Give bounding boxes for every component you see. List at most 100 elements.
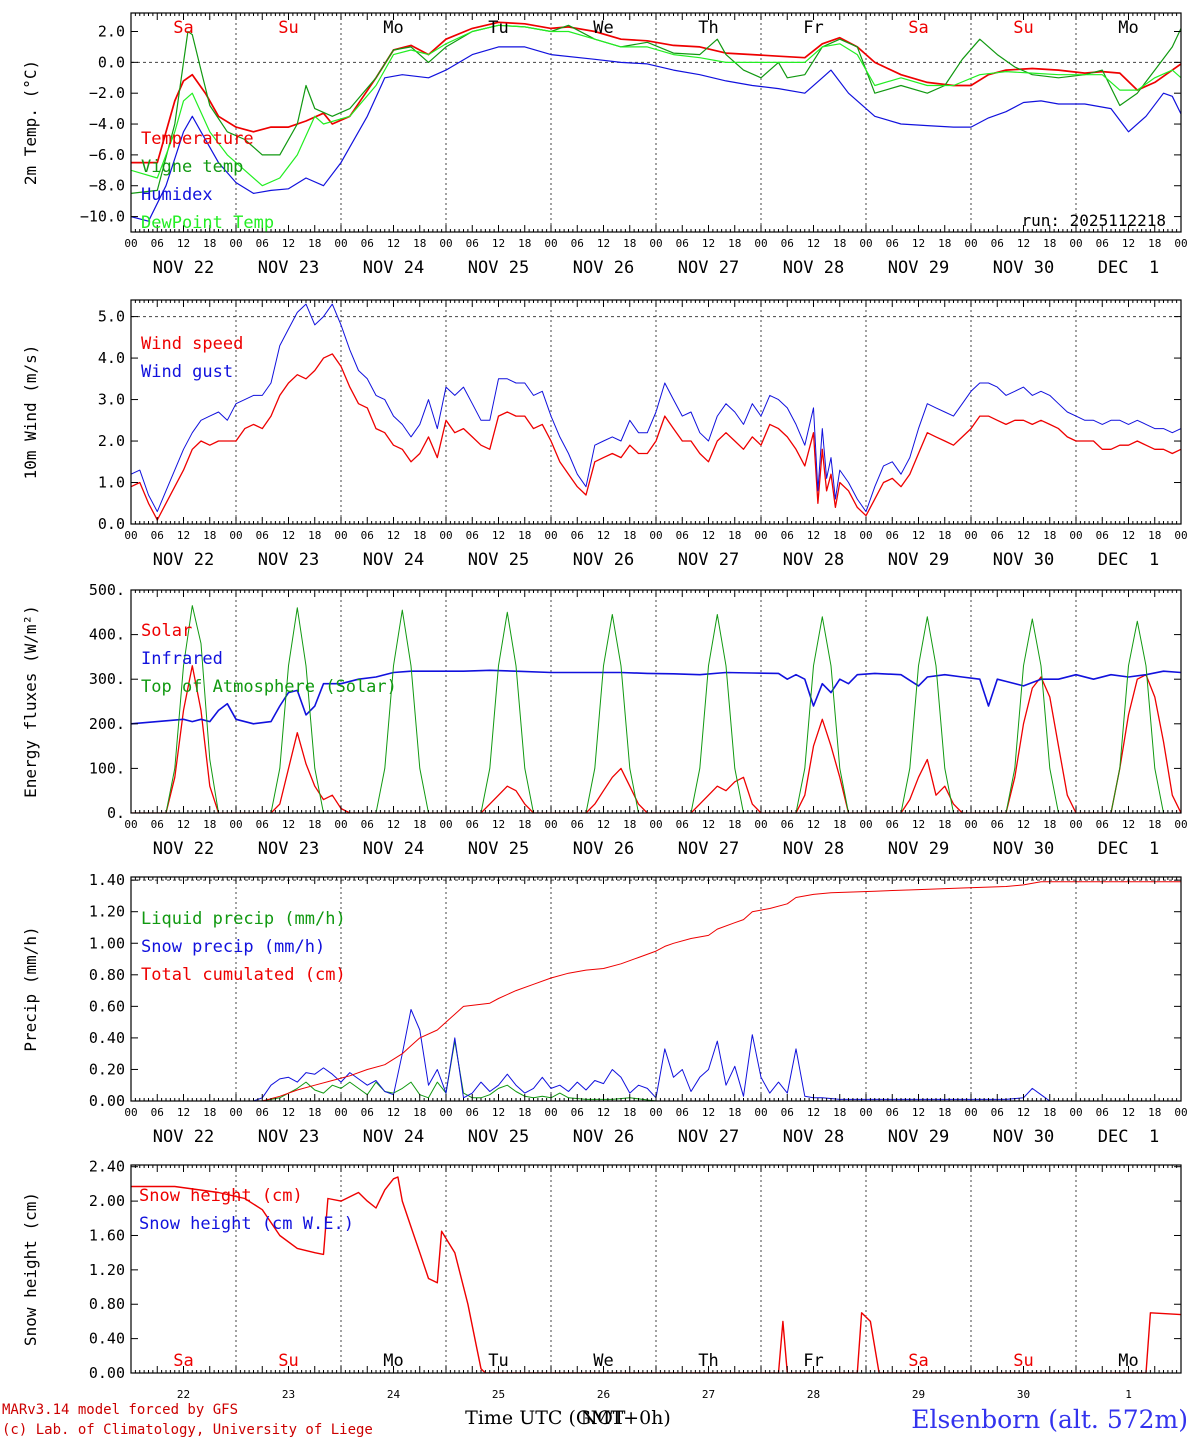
hour-tick-label: 18 [728,529,741,542]
hour-tick-label: 06 [781,237,794,250]
hour-tick-label: 06 [466,818,479,831]
hour-tick-label: 12 [597,1106,610,1119]
hour-tick-label: 18 [1043,237,1056,250]
date-label: NOV 27 [678,839,739,859]
legend-entry: Liquid precip (mm/h) [141,909,346,929]
hour-tick-label: 06 [781,1106,794,1119]
hour-tick-label: 18 [203,237,216,250]
y-tick-label: 1.00 [89,934,125,952]
hour-tick-label: 00 [649,818,662,831]
hour-tick-label: 18 [518,818,531,831]
date-label: NOV 30 [993,1127,1054,1147]
legend-entry: Snow height (cm W.E.) [139,1214,354,1234]
hour-tick-label: 00 [439,1106,452,1119]
hour-tick-label: 06 [676,529,689,542]
hour-tick-label: 18 [938,818,951,831]
legend-entry: Vigne temp [141,157,243,177]
date-label: NOV 22 [153,258,214,278]
hour-tick-label: 12 [282,1106,295,1119]
hour-tick-label: 12 [1017,237,1030,250]
y-tick-label: 200. [89,715,125,733]
date-label: NOV 26 [573,550,634,570]
date-label: NOV 29 [888,258,949,278]
hour-tick-label: 06 [886,1106,899,1119]
hour-tick-label: 18 [413,237,426,250]
weekday-label-top: We [593,18,613,38]
hour-tick-label: 00 [334,529,347,542]
hour-tick-label: 00 [229,529,242,542]
y-axis-title: Snow height (cm) [21,1192,40,1346]
run-label: run: 2025112218 [1022,211,1167,230]
y-axis-title: 2m Temp. (°C) [21,60,40,185]
hour-tick-label: 06 [151,529,164,542]
hour-tick-label: 18 [1148,1106,1161,1119]
date-label: NOV 28 [783,1127,844,1147]
hour-tick-label: 00 [859,1106,872,1119]
footer-lab-line: (c) Lab. of Climatology, University of L… [2,1422,373,1438]
series-line-4-0 [131,1176,1181,1373]
series-line-0-3 [131,24,1181,187]
date-label: NOV 27 [678,550,739,570]
hour-tick-label: 06 [1096,529,1109,542]
hour-tick-label: 18 [938,1106,951,1119]
date-label: NOV 23 [258,839,319,859]
station-label: Elsenborn (alt. 572m) [911,1405,1188,1434]
hour-tick-label: 12 [387,529,400,542]
y-tick-label: 1.20 [89,1261,125,1279]
hour-tick-label: 06 [361,1106,374,1119]
hour-tick-label: 06 [991,529,1004,542]
weekday-label-top: Sa [908,18,928,38]
series-line-2-2 [131,605,1181,813]
weekday-label-bottom: Mo [1118,1351,1138,1371]
footer-model-line: MARv3.14 model forced by GFS [2,1402,238,1418]
hour-tick-label: 00 [334,1106,347,1119]
y-axis-title: 10m Wind (m/s) [21,345,40,480]
weekday-label-top: Mo [383,18,403,38]
hour-tick-label: 06 [361,818,374,831]
hour-tick-label: 06 [991,237,1004,250]
legend-entry: Solar [141,621,192,641]
date-label: NOV 25 [468,550,529,570]
hour-tick-label: 06 [571,818,584,831]
y-tick-label: 0.40 [89,1029,125,1047]
hour-tick-label: 06 [571,237,584,250]
hour-tick-label: 18 [413,529,426,542]
hour-tick-label: 00 [124,529,137,542]
hour-tick-label: 18 [308,529,321,542]
y-tick-label: 0.80 [89,966,125,984]
hour-tick-label: 18 [623,529,636,542]
weekday-label-top: Tu [488,18,508,38]
date-label: NOV 25 [468,258,529,278]
legend-entry: Total cumulated (cm) [141,965,346,985]
hour-tick-label: 06 [886,818,899,831]
hour-tick-label: 06 [466,237,479,250]
hour-tick-label: 12 [807,1106,820,1119]
hour-tick-label: 12 [177,1106,190,1119]
hour-tick-label: 12 [597,818,610,831]
y-tick-label: 2.0 [98,432,125,450]
y-tick-label: 0.80 [89,1295,125,1313]
legend-entry: Snow precip (mm/h) [141,937,325,957]
weekday-label-bottom: Sa [173,1351,193,1371]
hour-tick-label: 12 [597,237,610,250]
hour-tick-label: 12 [1122,1106,1135,1119]
hour-tick-label: 00 [439,529,452,542]
hour-tick-label: 06 [1096,237,1109,250]
series-line-0-2 [131,46,1181,222]
y-tick-label: 0. [107,804,125,822]
hour-tick-label: 12 [282,818,295,831]
hour-tick-label: 00 [754,818,767,831]
hour-tick-label: 00 [964,237,977,250]
legend-entry: Humidex [141,185,213,205]
hour-tick-label: 06 [991,1106,1004,1119]
hour-tick-label: 18 [1043,529,1056,542]
y-tick-label: −10.0 [80,208,125,226]
hour-tick-label: 06 [886,529,899,542]
date-label: NOV 26 [573,1127,634,1147]
panel-snow-height: 0.00 0.40 0.80 1.20 1.60 2.00 2.40 Snow height … [21,1158,1182,1401]
y-tick-label: 3.0 [98,391,125,409]
legend-entry: DewPoint Temp [141,213,274,233]
hour-tick-label: 12 [702,1106,715,1119]
y-tick-label: 0.0 [98,515,125,533]
hour-tick-label: 00 [124,1106,137,1119]
